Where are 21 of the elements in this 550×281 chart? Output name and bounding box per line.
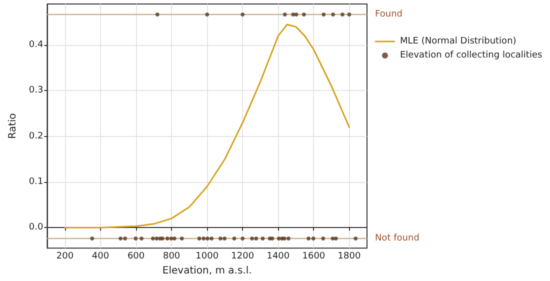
x-tick-label: 1200: [231, 252, 254, 262]
y-tick-label: 0.4: [28, 40, 44, 50]
y-tick-label: 0.2: [28, 131, 44, 142]
x-tick-label: 800: [162, 252, 180, 262]
x-tick-label: 1400: [266, 252, 290, 262]
x-tick-label: 1000: [196, 252, 219, 262]
ref-line-label: Found: [375, 9, 402, 20]
legend-label: Elevation of collecting localities: [400, 50, 542, 60]
x-tick-label: 200: [56, 252, 74, 262]
x-tick-label: 400: [92, 252, 110, 262]
y-axis-title: Ratio: [8, 113, 18, 139]
y-tick-label: 0.0: [28, 222, 44, 233]
y-tick-label: 0.3: [28, 86, 44, 96]
x-axis-title: Elevation, m a.s.l.: [162, 266, 252, 276]
y-tick-label: 0.1: [28, 176, 44, 187]
ref-line-label: Not found: [375, 234, 420, 244]
legend-label: MLE (Normal Distribution): [400, 36, 516, 46]
x-tick-label: 1600: [302, 252, 326, 262]
line-series: [64, 24, 350, 228]
x-tick-label: 600: [127, 252, 145, 262]
x-tick-label: 1800: [338, 252, 361, 262]
